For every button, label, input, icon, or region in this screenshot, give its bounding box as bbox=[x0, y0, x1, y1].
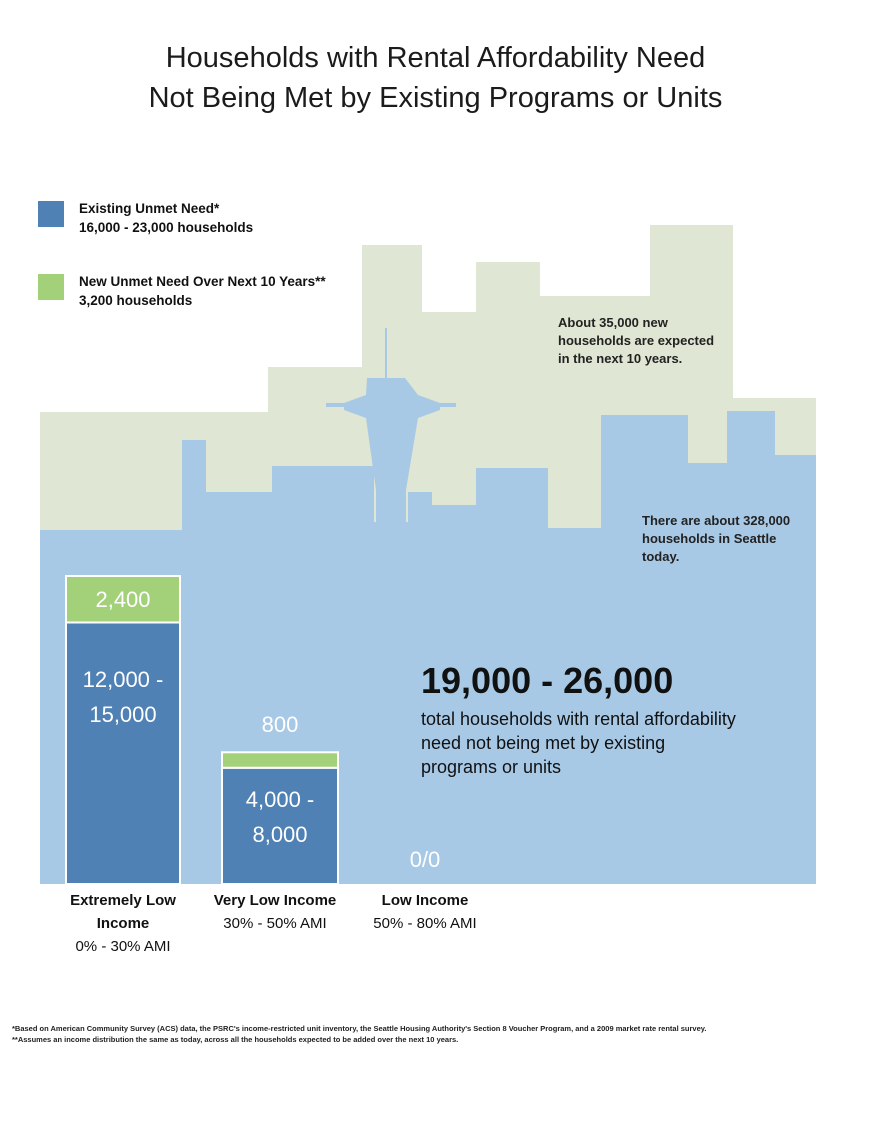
chart-title-line-2: Not Being Met by Existing Programs or Un… bbox=[148, 82, 723, 114]
bar-group bbox=[65, 575, 339, 885]
category-label-low: Low Income 50% - 80% AMI bbox=[358, 889, 492, 935]
new-households-note: About 35,000 new households are expected… bbox=[558, 315, 715, 366]
legend-swatch-existing bbox=[38, 201, 64, 227]
bar-label-new-extremely-low: 2,400 bbox=[95, 587, 151, 612]
bar-existing-very-low bbox=[221, 766, 339, 885]
category-name-very-low: Very Low Income bbox=[213, 892, 337, 909]
legend-value-new: 3,200 households bbox=[79, 293, 193, 308]
legend-swatch-new bbox=[38, 274, 64, 300]
footnotes: *Based on American Community Survey (ACS… bbox=[12, 1024, 857, 1046]
category-label-extremely-low: Extremely Low Income 0% - 30% AMI bbox=[52, 889, 194, 958]
bar-new-extremely-low bbox=[65, 575, 181, 624]
category-range-low: 50% - 80% AMI bbox=[373, 915, 477, 932]
bar-new-very-low bbox=[221, 751, 339, 769]
current-households-note: There are about 328,000 households in Se… bbox=[642, 513, 791, 564]
bar-label-new-very-low: 800 bbox=[261, 712, 299, 737]
total-unmet-need-description: total households with rental affordabili… bbox=[421, 709, 736, 777]
category-range-very-low: 30% - 50% AMI bbox=[223, 915, 327, 932]
bar-label-low: 0/0 bbox=[409, 847, 441, 872]
total-unmet-need: 19,000 - 26,000 bbox=[421, 660, 674, 701]
category-name-extremely-low: Extremely Low Income bbox=[70, 892, 176, 932]
bar-label-existing-extremely-low: 12,000 - 15,000 bbox=[82, 667, 164, 727]
legend-label-existing: Existing Unmet Need* bbox=[79, 201, 220, 216]
bar-existing-extremely-low bbox=[65, 621, 181, 885]
chart-title: Households with Rental Affordability Nee… bbox=[0, 38, 871, 118]
footnote-assumption: **Assumes an income distribution the sam… bbox=[12, 1035, 459, 1044]
chart-title-line-1: Households with Rental Affordability Nee… bbox=[165, 42, 706, 74]
category-range-extremely-low: 0% - 30% AMI bbox=[75, 938, 171, 955]
legend-label-new: New Unmet Need Over Next 10 Years** bbox=[79, 274, 326, 289]
space-needle-icon bbox=[326, 328, 456, 522]
category-label-very-low: Very Low Income 30% - 50% AMI bbox=[205, 889, 345, 935]
legend-value-existing: 16,000 - 23,000 households bbox=[79, 220, 254, 235]
bar-label-existing-very-low: 4,000 - 8,000 bbox=[245, 787, 315, 847]
footnote-sources: *Based on American Community Survey (ACS… bbox=[12, 1024, 707, 1033]
category-name-low: Low Income bbox=[381, 892, 469, 909]
